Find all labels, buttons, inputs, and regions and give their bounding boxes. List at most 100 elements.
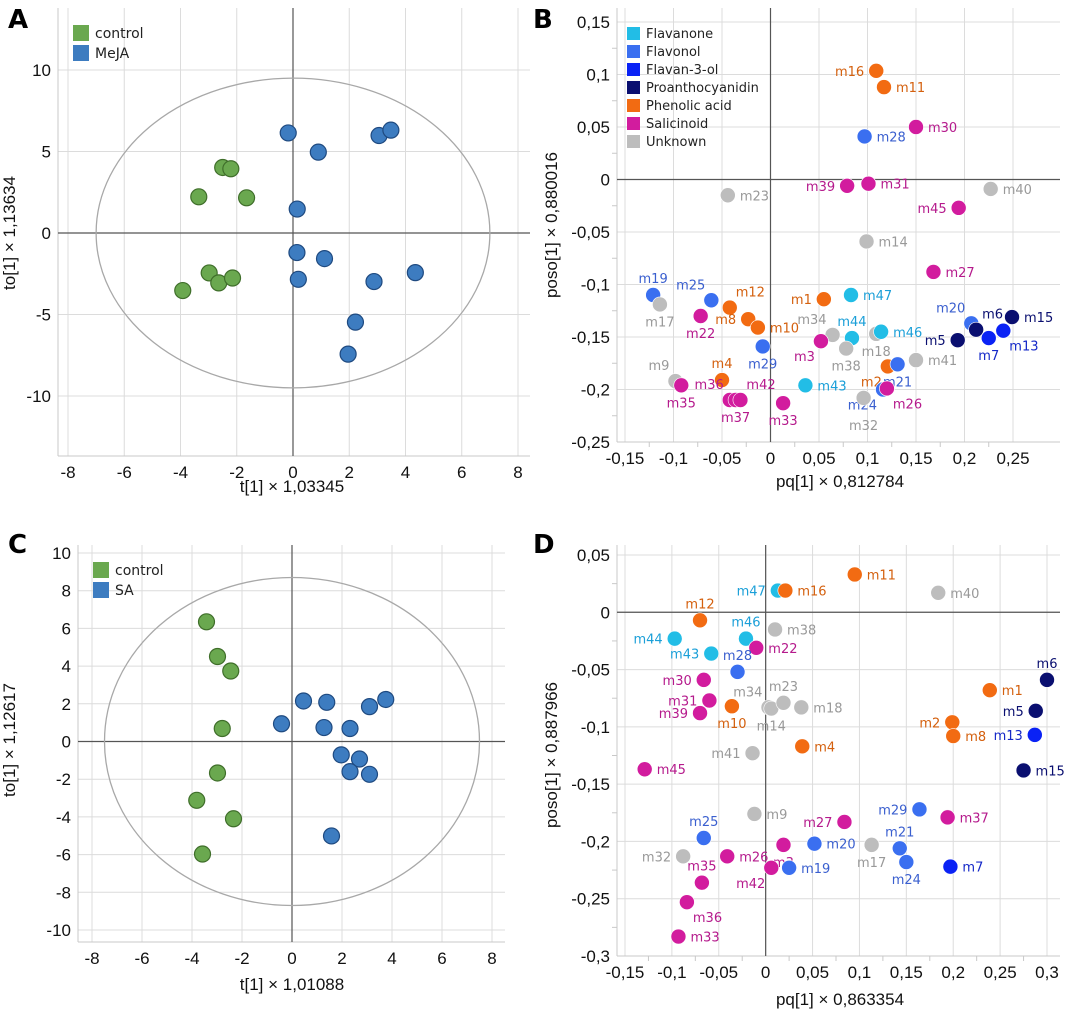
- y-tick-label: -0,3: [581, 947, 610, 966]
- y-axis-title: to[1] × 1,13634: [0, 176, 19, 290]
- hotelling-ellipse: [103, 576, 481, 907]
- y-tick-label: 0: [42, 224, 51, 243]
- point-m42: [732, 392, 749, 408]
- point-meja: [279, 124, 297, 142]
- point-m25: [695, 830, 712, 846]
- point-m14: [858, 233, 875, 250]
- y-tick-label: -5: [36, 306, 51, 325]
- x-tick-label: -4: [184, 949, 199, 968]
- point-m33: [775, 395, 791, 411]
- legend-label: Proanthocyanidin: [646, 81, 759, 96]
- point-m28: [729, 664, 746, 680]
- point-label-m22: m22: [768, 642, 797, 657]
- point-label-m8: m8: [715, 313, 736, 328]
- point-label-m18: m18: [813, 701, 842, 716]
- legend-swatch-sa: [93, 582, 109, 598]
- point-m40: [930, 585, 947, 601]
- x-tick-label: -6: [134, 949, 149, 968]
- point-m29: [754, 338, 771, 355]
- point-label-m20: m20: [826, 838, 855, 853]
- point-label-m34: m34: [797, 313, 826, 328]
- point-control: [197, 613, 216, 631]
- point-m15: [1015, 762, 1032, 779]
- legend-swatch-meja: [73, 45, 89, 61]
- point-m1: [816, 291, 832, 308]
- y-tick-label: -0,15: [571, 328, 610, 347]
- point-label-m45: m45: [917, 202, 946, 217]
- x-tick-label: 4: [401, 463, 410, 482]
- point-m21: [891, 840, 908, 857]
- point-label-m11: m11: [867, 568, 896, 583]
- x-tick-label: 0,15: [890, 963, 923, 982]
- point-label-m17: m17: [857, 856, 886, 871]
- point-m22: [748, 640, 765, 656]
- y-axis-title: poso[1] × 0,887966: [542, 682, 561, 828]
- point-label-m39: m39: [806, 180, 835, 195]
- point-control: [222, 662, 240, 680]
- legend-label: MeJA: [95, 46, 130, 62]
- point-meja: [315, 249, 334, 268]
- point-label-m44: m44: [837, 315, 866, 330]
- legend-swatch-p: [627, 99, 640, 112]
- legend-label: Unknown: [646, 135, 706, 150]
- point-label-m1: m1: [791, 293, 812, 308]
- point-m27: [836, 814, 853, 830]
- point-m13: [995, 322, 1012, 339]
- legend-swatch-control: [93, 562, 109, 578]
- point-control: [222, 160, 240, 178]
- x-tick-label: -6: [117, 463, 132, 482]
- point-label-m41: m41: [928, 354, 957, 369]
- point-label-m36: m36: [695, 378, 724, 393]
- x-tick-label: -0,1: [657, 963, 686, 982]
- y-tick-label: 10: [32, 61, 51, 80]
- x-tick-label: 0,1: [856, 449, 880, 468]
- point-sa: [322, 827, 341, 845]
- point-label-m14: m14: [757, 720, 786, 735]
- point-label-m12: m12: [685, 597, 714, 612]
- point-label-m34: m34: [733, 685, 762, 700]
- point-label-m25: m25: [689, 815, 718, 830]
- point-m30: [695, 672, 712, 688]
- panel-d: D -0,15 -0,1 -0,05 0 0,05 0,1 0,15 0,2 0,25 0,3 0,0…: [533, 530, 1065, 1009]
- legend-swatch-control: [73, 25, 89, 41]
- point-label-m36: m36: [693, 911, 722, 926]
- legend-label: Salicinoid: [646, 117, 708, 132]
- x-axis-title: pq[1] × 0,863354: [776, 990, 904, 1009]
- point-m43: [797, 377, 814, 394]
- point-label-m30: m30: [663, 674, 692, 689]
- point-label-m19: m19: [639, 272, 668, 287]
- x-tick-label: 0,3: [1035, 963, 1059, 982]
- x-tick-label: -2: [229, 463, 244, 482]
- point-meja: [339, 345, 357, 363]
- point-label-m28: m28: [723, 649, 752, 664]
- legend-swatch-fa: [627, 27, 640, 40]
- point-meja: [382, 121, 400, 139]
- y-tick-label: 0: [62, 733, 71, 752]
- point-label-m19: m19: [801, 862, 830, 877]
- x-tick-label: 0: [288, 463, 297, 482]
- point-label-m21: m21: [885, 825, 914, 840]
- point-m5: [949, 332, 966, 348]
- point-m31: [860, 175, 877, 192]
- point-control: [237, 189, 256, 207]
- point-label-m40: m40: [1003, 183, 1032, 198]
- point-label-m46: m46: [731, 616, 760, 631]
- point-meja: [288, 243, 306, 262]
- point-m10: [724, 698, 740, 715]
- point-sa: [341, 763, 359, 781]
- point-m1: [981, 682, 998, 698]
- point-m13: [1027, 727, 1043, 743]
- point-label-m20: m20: [936, 301, 965, 316]
- x-tick-label: -8: [60, 463, 75, 482]
- point-label-m39: m39: [659, 707, 688, 722]
- point-label-m31: m31: [668, 695, 697, 710]
- point-m16: [777, 582, 794, 599]
- point-sa: [315, 718, 333, 737]
- y-tick-label: -0,1: [581, 276, 610, 295]
- point-label-m44: m44: [633, 633, 662, 648]
- point-label-m28: m28: [877, 130, 906, 145]
- point-m35: [694, 874, 710, 891]
- point-label-m25: m25: [676, 278, 705, 293]
- x-tick-label: 0: [761, 963, 770, 982]
- point-m3: [775, 837, 792, 853]
